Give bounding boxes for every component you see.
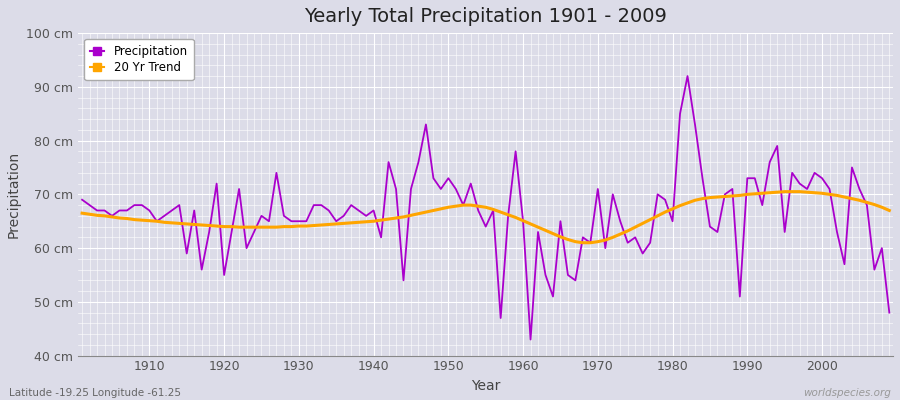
Text: worldspecies.org: worldspecies.org — [803, 388, 891, 398]
Legend: Precipitation, 20 Yr Trend: Precipitation, 20 Yr Trend — [85, 39, 194, 80]
X-axis label: Year: Year — [471, 379, 500, 393]
Text: Latitude -19.25 Longitude -61.25: Latitude -19.25 Longitude -61.25 — [9, 388, 181, 398]
Title: Yearly Total Precipitation 1901 - 2009: Yearly Total Precipitation 1901 - 2009 — [304, 7, 667, 26]
Y-axis label: Precipitation: Precipitation — [7, 151, 21, 238]
